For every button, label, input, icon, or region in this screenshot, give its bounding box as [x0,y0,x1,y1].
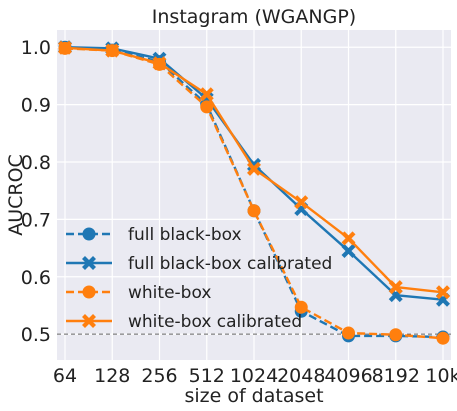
series-3-point-2 [152,56,167,71]
y-tick-label-1: 0.6 [21,267,51,289]
series-2-point-6 [342,326,355,340]
series-3-point-4 [247,161,261,176]
y-tick-label-5: 1.0 [21,37,51,59]
x-tick-label-3: 512 [189,365,225,387]
series-2-point-4 [247,204,261,218]
legend-item-3: white-box calibrated [66,312,302,332]
x-axis-label: size of dataset [184,385,323,407]
series-2-point-5 [294,300,308,314]
legend-item-2: white-box [66,283,211,303]
y-tick-label-4: 0.9 [21,95,51,117]
legend-label-3: white-box calibrated [128,312,302,332]
series-2-point-3 [200,100,214,114]
series-layer [58,40,450,345]
chart-title: Instagram (WGANGP) [152,6,356,28]
series-3-point-7 [388,280,403,295]
y-tick-labels: 0.5 0.6 0.7 0.8 0.9 1.0 [21,37,51,346]
series-2-point-8 [436,331,450,345]
legend: full black-box full black-box calibrated w… [66,225,332,332]
series-3-point-0 [58,40,72,55]
x-tick-label-0: 64 [53,365,77,387]
series-3 [58,40,450,300]
x-tick-label-5: 2048 [277,365,325,387]
legend-marker-1 [82,256,96,270]
legend-item-1: full black-box calibrated [66,254,332,274]
legend-label-0: full black-box [128,225,242,245]
x-tick-label-4: 1024 [230,365,278,387]
legend-marker-2 [82,285,96,299]
series-2-point-7 [389,328,403,342]
y-tick-label-2: 0.7 [21,209,51,231]
legend-item-0: full black-box [66,225,242,245]
series-3-point-1 [105,43,120,58]
x-tick-label-1: 128 [94,365,130,387]
legend-marker-3 [82,314,96,328]
series-3-point-8 [436,285,450,300]
y-tick-label-3: 0.8 [21,152,51,174]
series-1-point-6 [341,243,356,258]
x-tick-label-7: 8192 [372,365,420,387]
legend-label-1: full black-box calibrated [128,254,332,274]
x-tick-label-6: 4096 [324,365,372,387]
series-3-point-3 [199,87,214,102]
legend-label-2: white-box [128,283,211,303]
grid [57,30,451,360]
series-3-point-6 [341,231,356,246]
x-tick-label-2: 256 [141,365,177,387]
y-axis-label: AUCROC [5,154,27,236]
series-3-point-5 [294,195,309,210]
legend-marker-0 [82,227,96,241]
x-tick-label-8: 10k [425,365,457,387]
y-tick-label-0: 0.5 [21,324,51,346]
